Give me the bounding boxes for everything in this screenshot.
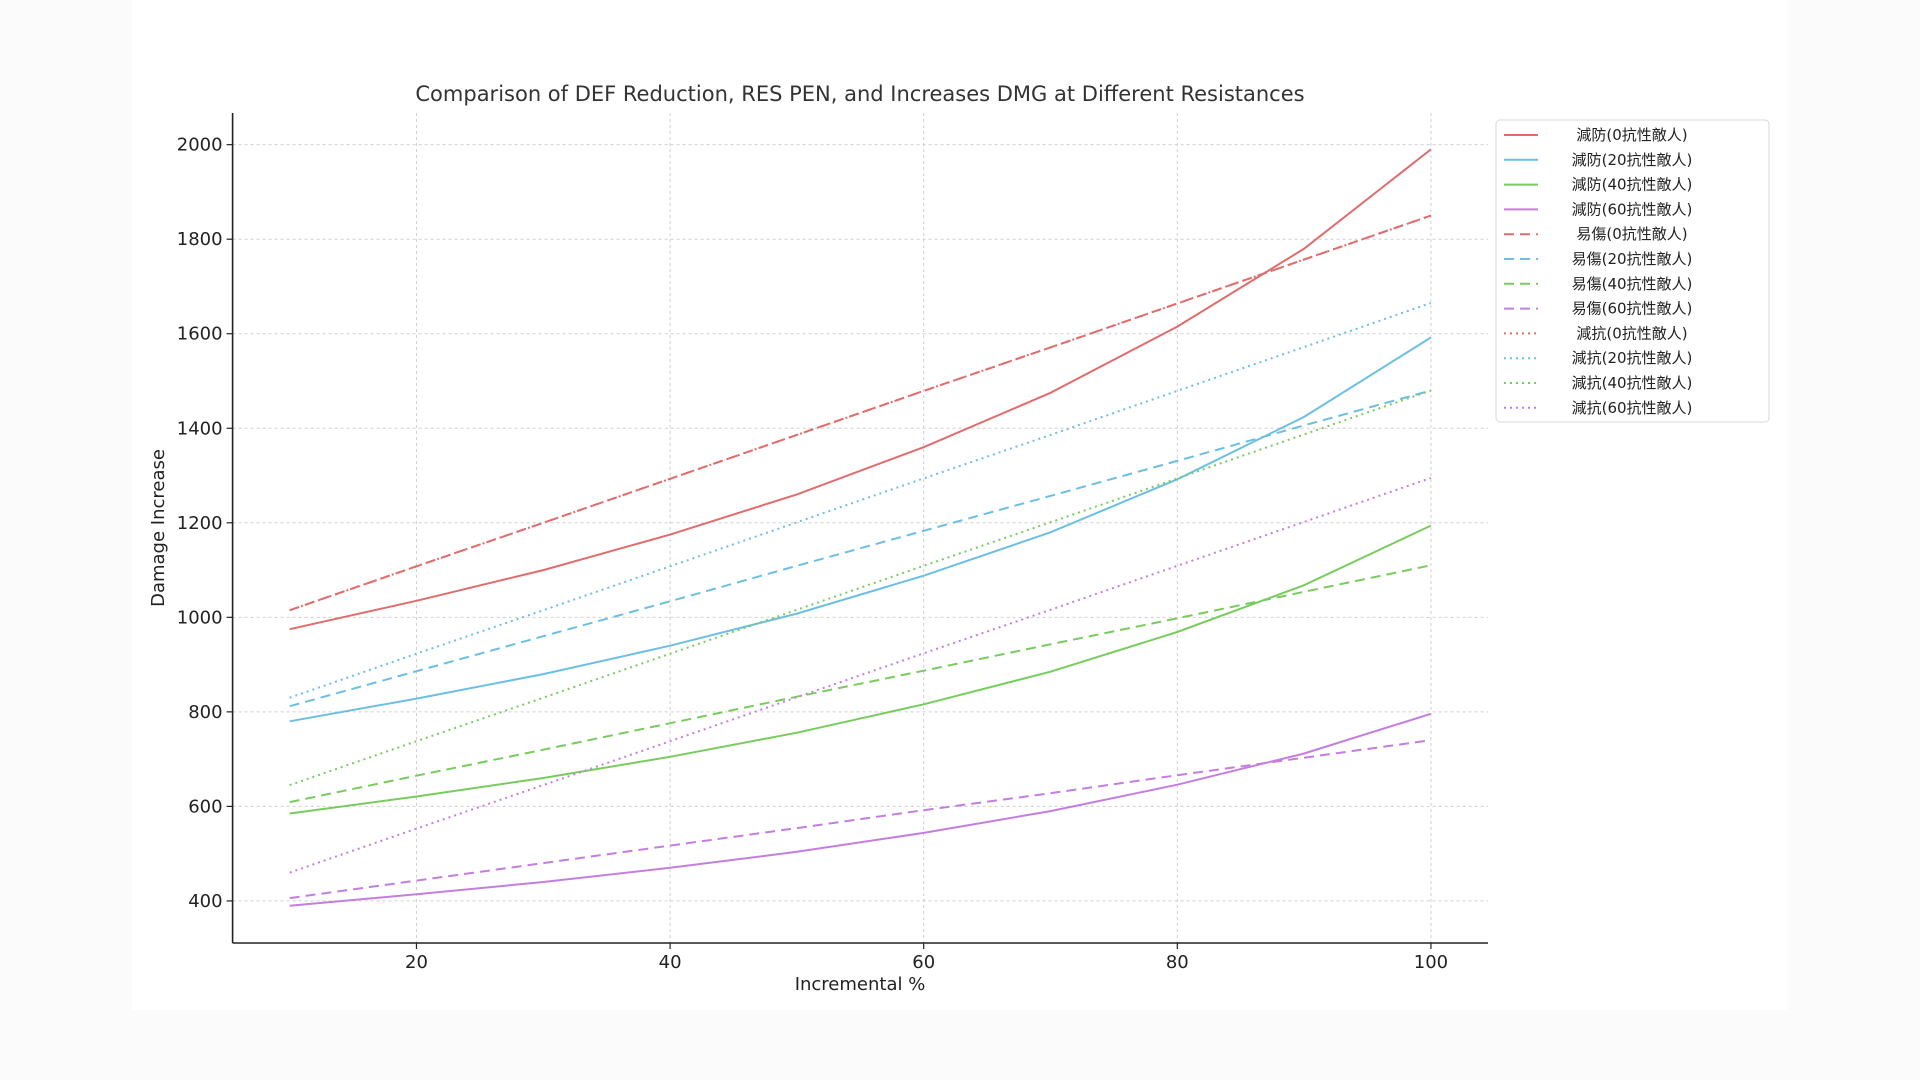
legend: 減防(0抗性敵人) 減防(20抗性敵人) 減防(40抗性敵人) 減防(60抗性敵人) 易… — [1495, 119, 1770, 423]
y-tick-label: 1200 — [177, 513, 223, 534]
series-line — [289, 389, 1432, 787]
legend-box — [1495, 119, 1770, 423]
chart-title: Comparison of DEF Reduction, RES PEN, an… — [415, 82, 1304, 106]
series-line — [289, 564, 1432, 804]
series-line — [289, 148, 1432, 631]
x-tick-label: 60 — [912, 952, 935, 973]
y-axis-label: Damage Increase — [148, 449, 169, 607]
series-line — [289, 739, 1432, 900]
legend-label: 減抗(0抗性敵人) — [1576, 324, 1687, 342]
legend-label: 易傷(0抗性敵人) — [1576, 225, 1687, 243]
series-line — [289, 476, 1432, 874]
series-line — [289, 214, 1432, 612]
legend-label: 易傷(40抗性敵人) — [1572, 275, 1693, 293]
legend-label: 減防(40抗性敵人) — [1572, 176, 1693, 194]
x-tick-label: 20 — [405, 952, 428, 973]
series-lines — [289, 148, 1432, 907]
series-line — [289, 302, 1432, 699]
axes: 400 600 800 1000 1200 1400 1600 1800 2000 20 40 60 8… — [177, 113, 1488, 973]
y-tick-label: 1800 — [177, 229, 223, 250]
x-tick-label: 40 — [659, 952, 682, 973]
y-tick-label: 1400 — [177, 418, 223, 439]
series-line — [289, 214, 1432, 612]
legend-label: 減防(20抗性敵人) — [1572, 151, 1693, 169]
legend-label: 易傷(60抗性敵人) — [1572, 300, 1693, 318]
legend-label: 減抗(40抗性敵人) — [1572, 374, 1693, 392]
y-tick-label: 800 — [188, 702, 222, 723]
legend-label: 易傷(20抗性敵人) — [1572, 250, 1693, 268]
grid — [232, 113, 1488, 943]
y-tick-label: 400 — [188, 891, 222, 912]
legend-label: 減抗(60抗性敵人) — [1572, 399, 1693, 417]
legend-label: 減防(60抗性敵人) — [1572, 200, 1693, 218]
x-axis-label: Incremental % — [795, 974, 926, 995]
series-line — [289, 336, 1432, 723]
x-tick-label: 100 — [1414, 952, 1448, 973]
legend-label: 減防(0抗性敵人) — [1576, 126, 1687, 144]
series-line — [289, 712, 1432, 907]
series-line — [289, 389, 1432, 708]
x-tick-label: 80 — [1166, 952, 1189, 973]
y-tick-label: 600 — [188, 796, 222, 817]
series-line — [289, 524, 1432, 815]
y-tick-label: 1000 — [177, 607, 223, 628]
y-tick-label: 1600 — [177, 324, 223, 345]
legend-label: 減抗(20抗性敵人) — [1572, 349, 1693, 367]
y-tick-label: 2000 — [177, 135, 223, 156]
